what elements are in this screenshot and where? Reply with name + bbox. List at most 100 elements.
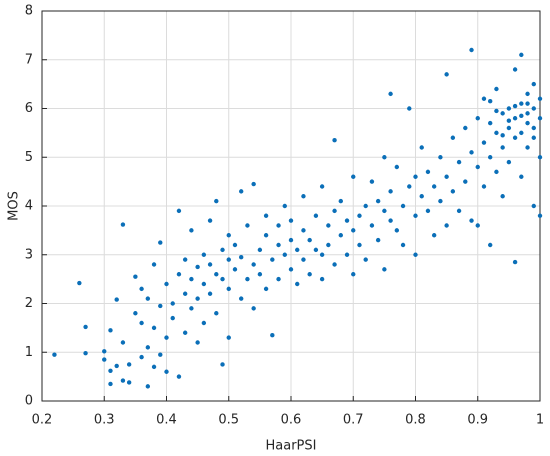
point [226,257,231,262]
point [351,228,356,233]
point [351,174,356,179]
point [369,223,375,228]
point [363,257,368,262]
point [450,135,456,140]
point [151,364,157,370]
point [139,354,144,360]
point [425,208,431,214]
point [456,208,462,214]
x-tick-label: 0.5 [218,413,239,428]
point [413,252,418,257]
point [519,101,524,106]
y-tick-label: 7 [25,52,33,67]
point [357,213,362,218]
point [525,111,530,116]
point [444,223,449,228]
point [120,378,126,383]
point [195,340,200,345]
point [313,247,319,253]
point [145,296,151,301]
point [525,101,530,106]
point [357,242,362,248]
point [263,213,269,218]
point [151,262,157,267]
point [431,233,437,238]
point [220,276,225,282]
point [158,352,163,357]
point [139,320,144,326]
point [413,174,418,179]
point [207,291,213,296]
point [500,194,505,199]
point [220,362,225,367]
point [537,116,543,121]
point [512,103,518,109]
point [176,272,182,277]
point [251,262,256,267]
point [375,237,381,243]
point [319,276,325,282]
point [145,345,151,350]
point [239,254,244,260]
point [494,108,499,114]
point [245,276,250,282]
point [525,91,530,97]
point [295,247,300,253]
point [245,223,250,228]
point [207,218,213,223]
point [83,324,88,330]
point [512,116,518,121]
point [301,194,306,199]
point [506,125,512,131]
point [226,233,231,238]
point [438,198,443,204]
point [388,218,393,223]
point [182,291,188,296]
point [431,184,437,189]
point [164,281,169,287]
point [338,233,343,238]
y-tick-label: 3 [25,247,33,262]
point [525,145,530,150]
point [338,198,343,204]
point [488,155,493,160]
point [301,228,306,233]
point [344,252,350,257]
point [456,159,462,165]
point [344,218,350,223]
point [400,203,406,209]
point [151,325,157,331]
point [288,218,294,223]
point [375,198,381,204]
y-tick-label: 8 [25,4,33,19]
point [519,174,524,179]
point [519,113,524,119]
point [201,281,207,287]
point [232,267,238,272]
point [444,72,449,77]
point [419,194,424,199]
point [506,118,512,123]
point [494,86,499,92]
point [537,213,543,218]
point [500,145,505,150]
point [481,96,487,101]
point [463,125,468,131]
point [126,380,132,385]
point [537,155,543,160]
point [214,198,219,204]
y-tick-label: 0 [25,394,33,409]
point [257,247,263,253]
point [220,247,225,253]
point [239,296,244,301]
point [120,340,126,345]
point [307,237,312,243]
y-tick-label: 1 [25,345,33,360]
point [263,233,269,238]
y-tick-label: 4 [25,199,33,214]
point [276,223,281,228]
point [201,252,207,257]
x-tick-label: 0.4 [156,413,177,428]
point [400,242,406,248]
point [195,264,200,270]
